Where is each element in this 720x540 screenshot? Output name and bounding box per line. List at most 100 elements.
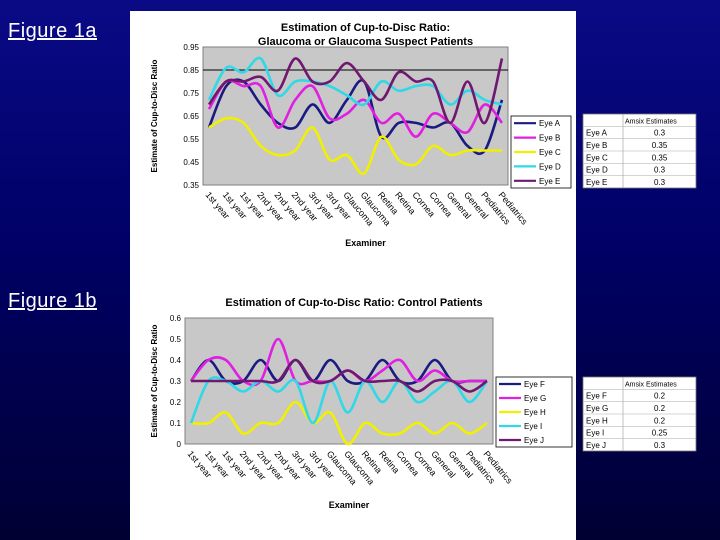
chart-b: Estimation of Cup-to-Disc Ratio: Control… [150,297,697,510]
data-point [486,380,488,382]
data-point [451,422,453,424]
table-cell-eye: Eye D [586,166,608,175]
y-tick-label: 0.4 [170,356,182,365]
series-line-eye-d [207,56,503,107]
data-point [434,433,436,435]
data-point [398,72,400,74]
figure-1b-label: Figure 1b [8,290,97,312]
data-point [449,122,451,124]
data-point [277,95,279,97]
data-point [469,380,471,382]
data-point [346,95,348,97]
table-cell-eye: Eye J [586,441,606,450]
table-cell-eye: Eye F [586,392,607,401]
y-tick-label: 0.45 [183,158,199,167]
data-point [432,113,434,115]
data-point [329,85,331,87]
data-point [347,443,349,445]
data-point [295,380,297,382]
data-point [277,338,279,340]
data-point [277,127,279,129]
data-point [432,145,434,147]
data-point [260,380,262,382]
chart-title: Estimation of Cup-to-Disc Ratio: [281,22,450,34]
legend-entry: Eye G [524,394,546,403]
data-point [467,81,469,83]
chart-title: Estimation of Cup-to-Disc Ratio: Control… [225,297,482,309]
table-cell-value: 0.2 [654,416,666,425]
data-point [382,380,384,382]
legend-entry: Eye H [524,408,546,417]
data-point [243,85,245,87]
data-point [381,122,383,124]
data-point [277,122,279,124]
chart-subtitle: Glaucoma or Glaucoma Suspect Patients [258,36,473,48]
data-point [484,122,486,124]
table-cell-eye: Eye B [586,141,607,150]
data-point [225,412,227,414]
data-point [432,127,434,129]
table-cell-value: 0.3 [654,178,666,187]
data-point [398,90,400,92]
table-cell-eye: Eye H [586,416,608,425]
series-line-eye-c [208,116,502,175]
data-point [469,401,471,403]
table-cell-eye: Eye A [586,129,608,138]
data-point [208,380,210,382]
data-point [260,85,262,87]
data-point [382,401,384,403]
data-point [417,401,419,403]
data-point [467,145,469,147]
data-point [243,122,245,124]
data-point [363,81,365,83]
data-point [190,422,192,424]
data-point [364,380,366,382]
y-tick-label: 0.1 [170,419,182,428]
data-point [329,81,331,83]
data-point [329,118,331,120]
table-cell-value: 0.35 [652,141,668,150]
series-line-eye-e [207,57,504,125]
data-point [484,104,486,106]
data-point [243,81,245,83]
table-cell-value: 0.3 [654,166,666,175]
data-point [381,81,383,83]
data-point [329,159,331,161]
data-point [501,122,503,124]
x-axis-label: Examiner [329,500,370,510]
data-point [312,380,314,382]
data-point [484,150,486,152]
data-point [467,90,469,92]
y-tick-label: 0.3 [170,377,182,386]
data-point [225,380,227,382]
data-point [277,391,279,393]
table-cell-value: 0.2 [654,404,666,413]
data-point [398,122,400,124]
data-point [501,99,503,101]
series-line-eye-b [207,79,504,138]
data-point [312,422,314,424]
legend-entry: Eye D [539,162,561,171]
y-tick-label: 0.6 [170,314,182,323]
data-point [363,104,365,106]
data-point [190,380,192,382]
table-header: Amsix Estimates [625,381,677,388]
data-point [260,422,262,424]
data-point [449,154,451,156]
data-point [382,359,384,361]
data-point [225,67,227,69]
data-point [434,391,436,393]
table-cell-eye: Eye I [586,429,604,438]
legend-entry: Eye E [539,177,560,186]
y-axis-label: Estimate of Cup-to-Disc Ratio [150,324,159,437]
data-point [501,58,503,60]
data-point [260,359,262,361]
data-point [295,359,297,361]
data-point [208,99,210,101]
data-point [501,104,503,106]
data-point [484,99,486,101]
data-point [277,90,279,92]
y-tick-label: 0 [177,440,182,449]
y-tick-label: 0.5 [170,335,182,344]
y-tick-label: 0.35 [183,181,199,190]
